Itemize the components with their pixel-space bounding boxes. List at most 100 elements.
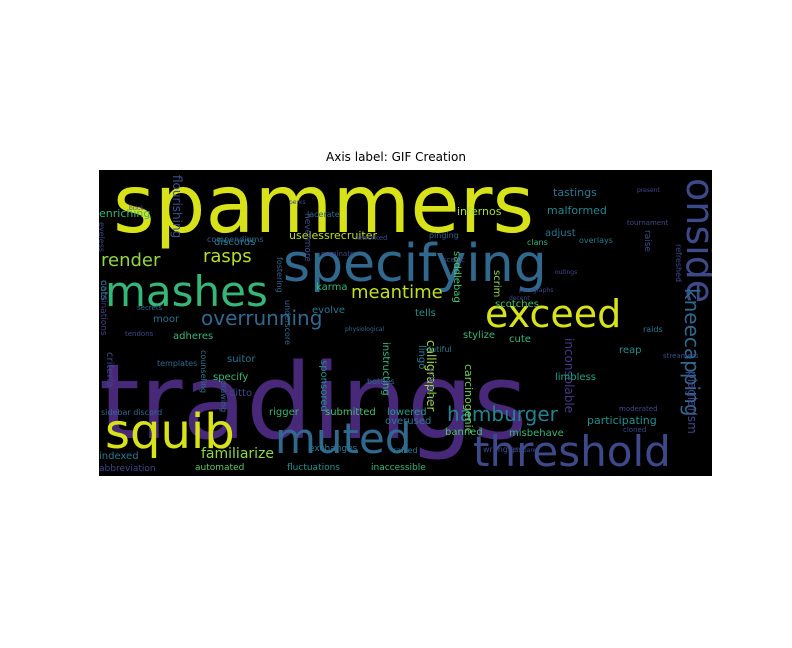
word: enriching (99, 207, 150, 220)
word: templates (157, 359, 197, 368)
word: onside (678, 178, 712, 303)
word: overlays (579, 236, 613, 245)
word: clans (527, 238, 548, 247)
word: nominations (99, 280, 108, 336)
word: counseling (199, 350, 208, 393)
word: lacerate (307, 210, 340, 219)
word: abbreviation (99, 464, 156, 474)
word: render (101, 250, 161, 271)
word: tastings (553, 186, 597, 199)
word: banned (445, 427, 483, 438)
word: infernos (457, 205, 502, 218)
word: specifying (283, 234, 547, 294)
word: raise (642, 230, 652, 252)
word: lingo (416, 345, 427, 369)
word: tendons (125, 330, 154, 338)
word: wranglers (483, 445, 522, 454)
word: overrunning (201, 306, 322, 330)
word: uselessrecruiter (289, 229, 377, 242)
word: scotches (495, 299, 539, 310)
word: secrets (137, 304, 163, 312)
word: saddlebag (451, 251, 462, 303)
word: suitor (227, 354, 256, 365)
word: rasps (203, 246, 252, 267)
word: hamburger (447, 402, 559, 426)
word: karma (316, 282, 348, 293)
word: submitted (325, 407, 376, 418)
word: bottles (367, 377, 395, 386)
word: stylize (463, 330, 495, 341)
word: cats (99, 280, 109, 301)
word: malformed (547, 204, 607, 217)
word: moor (153, 314, 180, 325)
word: decent (509, 295, 530, 302)
word: fluctuations (287, 463, 340, 473)
word: limbless (555, 372, 596, 383)
word-cloud-background (99, 170, 712, 476)
word: tradings (99, 341, 527, 463)
word: kneecapping (680, 288, 704, 416)
word: dutiful (426, 345, 452, 354)
word: flourishing (170, 175, 184, 238)
word: outings (555, 269, 577, 276)
word: tournament (627, 219, 669, 227)
word: moderated (619, 405, 658, 413)
word: adjust (545, 228, 576, 239)
chart-title: Axis label: GIF Creation (326, 150, 466, 164)
word: overused (385, 416, 431, 427)
word: ditto (229, 388, 252, 399)
word: soliloquy (427, 367, 436, 403)
word: pinging (429, 231, 459, 240)
word: lowered (387, 407, 427, 418)
word: paragraphs (519, 287, 553, 294)
word: rigger (269, 407, 300, 418)
word: cloned (623, 426, 646, 434)
word: brick (129, 205, 144, 212)
word: instructing (380, 342, 391, 396)
word: spammers (113, 170, 534, 251)
word: present (637, 187, 660, 194)
word: sponsored (318, 360, 329, 412)
word: refreshed (674, 244, 683, 282)
word: automated (195, 463, 244, 473)
word: misbehave (509, 428, 564, 439)
word: cute (509, 334, 531, 345)
word: threshold (473, 427, 671, 476)
word: scenic (443, 256, 465, 264)
word: raised (393, 446, 418, 455)
word: evolve (312, 305, 345, 316)
word: participating (587, 414, 657, 427)
word: nevermore (302, 213, 312, 262)
word: plagiarism (685, 371, 699, 434)
word: fostering (275, 257, 284, 293)
word: squib (105, 404, 235, 460)
word: adheres (173, 331, 213, 342)
word: carcinogenic (462, 364, 475, 434)
word: criteria (104, 352, 115, 387)
word: discords (214, 237, 255, 248)
word: drawing (219, 380, 228, 412)
word: prepare (513, 447, 537, 454)
word: physiological (345, 326, 384, 333)
word: scrim (491, 270, 502, 297)
word: specify (213, 372, 248, 383)
word: sidebar discord (101, 408, 162, 417)
word: streamers (663, 352, 699, 360)
word: exceed (485, 292, 621, 336)
word: reworked (355, 234, 387, 242)
word: muted (275, 414, 412, 463)
word: reap (619, 345, 642, 356)
word: tells (415, 308, 436, 319)
word: underscore (283, 300, 292, 345)
word: inaccessible (371, 463, 426, 473)
word: calligrapher (424, 340, 438, 411)
word: mashes (105, 267, 268, 316)
word: nominate (321, 250, 354, 258)
word: indexed (99, 451, 139, 462)
word: perks (289, 199, 306, 206)
word: exchanges (309, 444, 358, 454)
word: meantime (351, 282, 443, 303)
